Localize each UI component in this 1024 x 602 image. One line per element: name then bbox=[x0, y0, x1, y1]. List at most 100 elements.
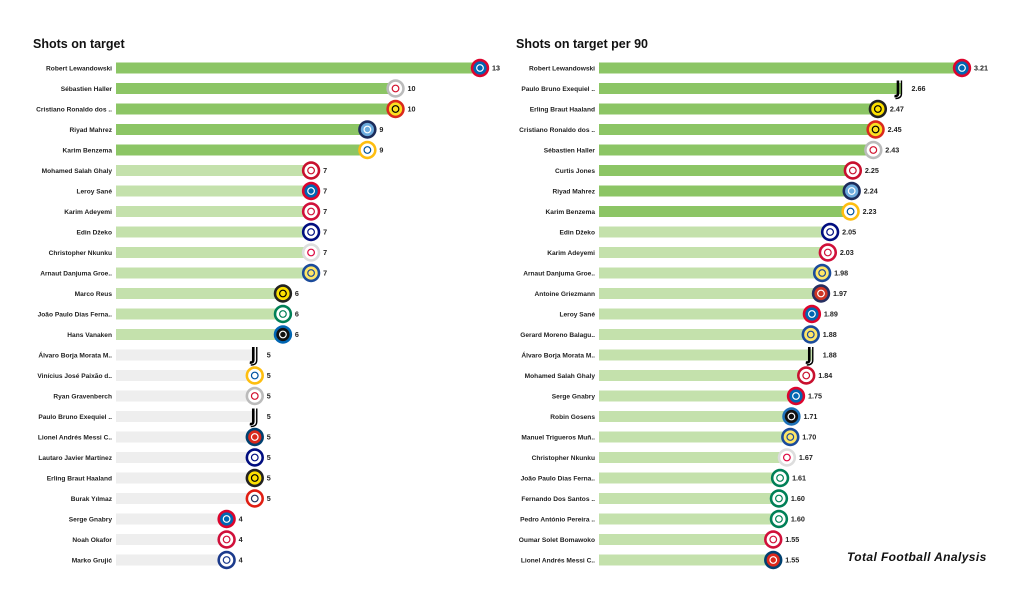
value-label: 5 bbox=[267, 351, 271, 360]
bar-left-5 bbox=[116, 165, 314, 176]
villarreal-icon bbox=[781, 427, 800, 447]
value-label: 1.60 bbox=[791, 494, 805, 503]
value-label: 5 bbox=[267, 371, 271, 380]
player-name-label: Arnaut Danjuma Groe.. bbox=[523, 270, 595, 277]
bar-left-3 bbox=[116, 124, 370, 135]
player-name-label: Hans Vanaken bbox=[67, 332, 112, 339]
panel-shots-on-target: Shots on target Robert Lewandowski 13 Séba… bbox=[33, 37, 500, 570]
bar-right-19 bbox=[599, 452, 789, 463]
chart-title-right: Shots on target per 90 bbox=[516, 37, 648, 51]
salzburg-icon bbox=[217, 530, 236, 549]
player-name-label: Christopher Nkunku bbox=[532, 455, 595, 462]
value-label: 1.89 bbox=[824, 310, 838, 319]
value-label: 1.75 bbox=[808, 392, 822, 401]
value-label: 2.43 bbox=[885, 146, 899, 155]
bar-left-7 bbox=[116, 206, 314, 217]
bayern-icon bbox=[952, 58, 972, 78]
player-name-label: João Paulo Dias Ferna.. bbox=[521, 475, 596, 482]
player-name-label: Edin Džeko bbox=[76, 229, 112, 236]
player-name-label: Oumar Solet Bomawoko bbox=[519, 537, 595, 544]
psg-icon bbox=[764, 550, 783, 570]
bar-left-17 bbox=[116, 411, 257, 422]
bar-left-10 bbox=[116, 267, 314, 279]
player-name-label: Karim Adeyemi bbox=[64, 209, 112, 216]
player-name-label: Paulo Bruno Exequiel .. bbox=[38, 414, 112, 421]
villarreal-icon bbox=[812, 263, 832, 283]
bayern-icon bbox=[217, 509, 236, 529]
value-label: 4 bbox=[239, 556, 243, 565]
inter-icon bbox=[301, 222, 321, 242]
juventus-icon bbox=[249, 347, 258, 366]
value-label: 7 bbox=[323, 187, 327, 196]
value-label: 7 bbox=[323, 269, 327, 278]
bar-right-24 bbox=[599, 554, 776, 566]
bar-right-2 bbox=[599, 103, 880, 115]
value-label: 10 bbox=[408, 84, 416, 93]
bar-right-12 bbox=[599, 308, 814, 320]
bar-left-16 bbox=[116, 390, 257, 402]
player-name-label: João Paulo Dias Ferna.. bbox=[38, 311, 113, 318]
lille-icon bbox=[245, 489, 264, 508]
player-name-label: Paulo Bruno Exequiel .. bbox=[521, 86, 595, 93]
value-label: 2.47 bbox=[890, 105, 904, 114]
value-label: 1.61 bbox=[792, 474, 806, 483]
bayern-icon bbox=[301, 181, 321, 201]
player-name-label: Cristiano Ronaldo dos .. bbox=[36, 106, 112, 113]
value-label: 4 bbox=[239, 515, 243, 524]
player-name-label: Sébastien Haller bbox=[61, 86, 113, 93]
player-name-label: Riyad Mahrez bbox=[552, 188, 595, 195]
inter-icon bbox=[245, 448, 264, 467]
player-name-label: Robert Lewandowski bbox=[529, 65, 595, 72]
bar-left-0 bbox=[116, 62, 482, 74]
player-name-label: Lionel Andrés Messi C.. bbox=[38, 434, 112, 441]
bar-right-11 bbox=[599, 288, 824, 299]
value-label: 7 bbox=[323, 166, 327, 175]
real-madrid-icon bbox=[358, 140, 377, 160]
bar-left-8 bbox=[116, 226, 314, 238]
player-name-label: Karim Benzema bbox=[63, 147, 113, 154]
value-label: 4 bbox=[239, 535, 243, 544]
bar-right-8 bbox=[599, 226, 833, 238]
player-name-label: Arnaut Danjuma Groe.. bbox=[40, 270, 112, 277]
bar-right-5 bbox=[599, 165, 855, 176]
player-name-label: Serge Gnabry bbox=[69, 516, 113, 523]
bar-right-0 bbox=[599, 62, 964, 74]
player-name-label: Marko Grujić bbox=[72, 557, 113, 564]
inter-icon bbox=[820, 222, 840, 242]
value-label: 1.98 bbox=[834, 269, 848, 278]
salzburg-icon bbox=[818, 243, 838, 262]
value-label: 7 bbox=[323, 207, 327, 216]
bar-right-18 bbox=[599, 431, 793, 443]
bar-right-23 bbox=[599, 534, 776, 545]
player-name-label: Gerard Moreno Balagu.. bbox=[520, 332, 595, 339]
bayern-icon bbox=[786, 386, 806, 406]
bar-left-13 bbox=[116, 329, 285, 340]
value-label: 2.25 bbox=[865, 166, 879, 175]
bar-right-4 bbox=[599, 144, 876, 156]
value-label: 1.60 bbox=[791, 515, 805, 524]
value-label: 5 bbox=[267, 453, 271, 462]
dortmund-icon bbox=[868, 99, 888, 119]
player-name-label: Mohamed Salah Ghaly bbox=[525, 373, 596, 380]
player-name-label: Riyad Mahrez bbox=[69, 127, 112, 134]
player-name-label: Mohamed Salah Ghaly bbox=[42, 168, 113, 175]
sporting-icon bbox=[770, 468, 790, 488]
bar-left-12 bbox=[116, 308, 285, 320]
value-label: 5 bbox=[267, 392, 271, 401]
value-label: 1.67 bbox=[799, 453, 813, 462]
bar-left-20 bbox=[116, 472, 257, 484]
villarreal-icon bbox=[801, 325, 820, 344]
value-label: 1.84 bbox=[818, 371, 832, 380]
bar-left-11 bbox=[116, 288, 285, 299]
value-label: 5 bbox=[267, 474, 271, 483]
player-name-label: Fernando Dos Santos .. bbox=[521, 496, 595, 503]
bar-left-1 bbox=[116, 83, 398, 94]
bar-left-6 bbox=[116, 185, 314, 197]
player-name-label: Curtis Jones bbox=[555, 168, 595, 175]
player-name-label: Antoine Griezmann bbox=[535, 291, 595, 298]
bar-right-13 bbox=[599, 329, 813, 340]
player-name-label: Robert Lewandowski bbox=[46, 65, 112, 72]
liverpool-icon bbox=[301, 161, 321, 180]
bar-left-4 bbox=[116, 144, 370, 156]
